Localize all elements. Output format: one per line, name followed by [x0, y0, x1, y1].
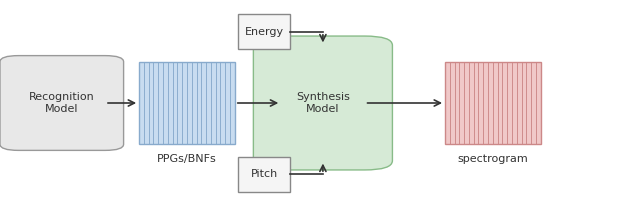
Text: PPGs/BNFs: PPGs/BNFs: [157, 154, 217, 164]
Text: Recognition
Model: Recognition Model: [29, 92, 95, 114]
Text: Energy: Energy: [245, 27, 284, 37]
FancyBboxPatch shape: [253, 36, 392, 170]
Text: Synthesis
Model: Synthesis Model: [296, 92, 350, 114]
FancyBboxPatch shape: [0, 56, 124, 150]
FancyBboxPatch shape: [445, 62, 541, 144]
FancyBboxPatch shape: [238, 157, 290, 192]
Text: Pitch: Pitch: [250, 169, 278, 179]
FancyBboxPatch shape: [238, 14, 290, 49]
Text: spectrogram: spectrogram: [457, 154, 528, 164]
FancyBboxPatch shape: [139, 62, 235, 144]
